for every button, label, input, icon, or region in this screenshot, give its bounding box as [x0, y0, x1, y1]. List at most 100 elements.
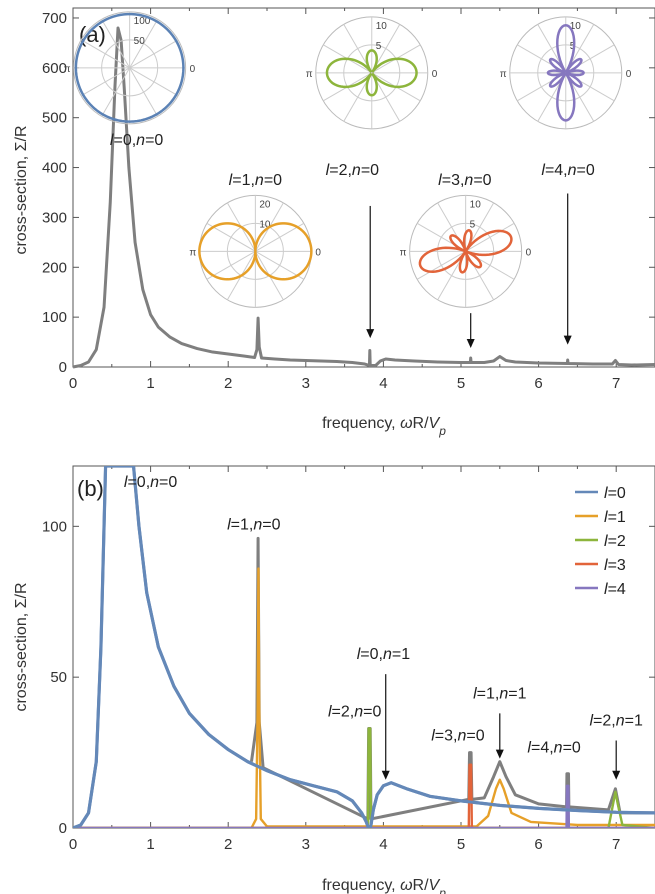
resonance-arrow-head	[466, 339, 475, 349]
legend-label: l=0	[604, 485, 626, 502]
text-span: =3,	[435, 728, 458, 745]
italic-text: n	[354, 703, 363, 720]
italic-text: l	[110, 132, 114, 149]
polar-angle-label: π	[64, 64, 71, 75]
polar-angle-label: π	[400, 247, 407, 258]
polar-inset-l2: 5 10 0 π	[306, 16, 438, 130]
resonance-arrow-head	[381, 770, 390, 780]
polar-angle-label: π	[189, 247, 196, 258]
resonance-arrow-head	[563, 335, 572, 345]
polar-spoke	[465, 222, 515, 252]
y-axis-label: cross-section, Σ/R	[13, 125, 30, 254]
polar-ring-label: 10	[259, 219, 271, 230]
text-span: =0	[145, 132, 163, 149]
y-axis-label: cross-section, Σ/R	[13, 582, 30, 711]
mode-label: l=2,n=0	[328, 703, 382, 720]
italic-text: l	[604, 485, 608, 502]
x-tick-label: 7	[612, 375, 620, 392]
y-tick-label: 700	[42, 10, 67, 27]
y-tick-label: 600	[42, 60, 67, 77]
text-span: =1	[625, 712, 643, 729]
text-span: =2,	[329, 162, 352, 179]
x-tick-label: 6	[534, 375, 542, 392]
x-tick-label: 4	[379, 836, 387, 853]
x-tick-label: 3	[302, 836, 310, 853]
y-tick-label: 400	[42, 160, 67, 177]
resonance-arrow-head	[366, 329, 375, 339]
polar-ring-label: 10	[570, 21, 582, 32]
text-span: =2,	[593, 712, 616, 729]
polar-spoke	[129, 19, 159, 69]
polar-pattern	[325, 49, 418, 97]
italic-text: V	[429, 415, 441, 432]
polar-spoke	[206, 250, 256, 280]
legend-label: l=2	[604, 533, 626, 550]
polar-pattern	[546, 23, 585, 122]
text-span: =0	[361, 162, 379, 179]
mode-label: l=2,n=0	[326, 162, 380, 179]
text-span: =0	[159, 474, 177, 491]
italic-text: n	[499, 685, 508, 702]
panel-a: 0 1 2 3 4 5 6 70100200300400500600700frequency,…	[13, 7, 655, 438]
text-span: =0,	[360, 646, 383, 663]
text-span: =0,	[127, 474, 150, 491]
text-span: =1,	[232, 172, 255, 189]
series-l=4	[73, 784, 655, 828]
polar-ring-label: 50	[134, 36, 146, 47]
series-l=3	[73, 763, 655, 828]
polar-spoke	[129, 67, 179, 97]
mode-label: l=3,n=0	[438, 172, 492, 189]
polar-angle-label: 0	[526, 247, 532, 258]
text-span: =1,	[231, 516, 254, 533]
text-span: =0	[608, 485, 626, 502]
polar-pattern	[198, 222, 313, 281]
mode-label: l=3,n=0	[431, 728, 485, 745]
text-span: =4	[608, 581, 626, 598]
polar-inset-l3: 5 10 0 π	[400, 194, 532, 308]
polar-spoke	[80, 39, 130, 69]
polar-angle-label: 0	[626, 69, 632, 80]
mode-label: l=0,n=1	[357, 646, 411, 663]
polar-pattern	[74, 12, 185, 123]
panel-label: (b)	[77, 476, 104, 501]
text-span: =1,	[477, 685, 500, 702]
text-span: =3	[608, 557, 626, 574]
polar-angle-label: 0	[190, 64, 196, 75]
text-span: =0	[264, 172, 282, 189]
series-group	[73, 466, 655, 828]
italic-text: l	[604, 533, 608, 550]
x-tick-label: 0	[69, 836, 77, 853]
text-span: =0	[466, 728, 484, 745]
text-span: =0	[363, 703, 381, 720]
polar-spoke	[129, 39, 179, 69]
italic-text: l	[473, 685, 477, 702]
x-tick-label: 4	[379, 375, 387, 392]
polar-angle-label: 0	[315, 247, 321, 258]
italic-text: n	[383, 646, 392, 663]
cross-section-curve	[72, 26, 655, 369]
polar-pattern	[418, 229, 513, 274]
polar-spoke	[416, 250, 466, 280]
italic-text: n	[150, 474, 159, 491]
x-tick-label: 6	[534, 836, 542, 853]
x-tick-label: 2	[224, 836, 232, 853]
legend: l=0l=1l=2l=3l=4	[575, 485, 626, 598]
polar-ring-label: 5	[470, 219, 476, 230]
italic-text: l	[541, 162, 545, 179]
text-span: frequency,	[322, 877, 400, 894]
italic-text: n	[568, 162, 577, 179]
polar-ring-label: 5	[570, 41, 576, 52]
x-tick-label: 5	[457, 836, 465, 853]
plot-frame	[72, 7, 655, 368]
polar-inset-l1: 10 20 0 π	[189, 194, 321, 308]
y-tick-label: 300	[42, 209, 67, 226]
polar-spoke	[255, 250, 305, 280]
x-tick-label: 0	[69, 375, 77, 392]
polar-ring-label: 20	[259, 199, 271, 210]
text-span: =3,	[442, 172, 465, 189]
text-span: =0	[563, 740, 581, 757]
x-axis-label: frequency, ωR/Vp	[322, 877, 446, 894]
x-tick-label: 1	[146, 836, 154, 853]
mode-label: l=1,n=0	[227, 516, 280, 533]
